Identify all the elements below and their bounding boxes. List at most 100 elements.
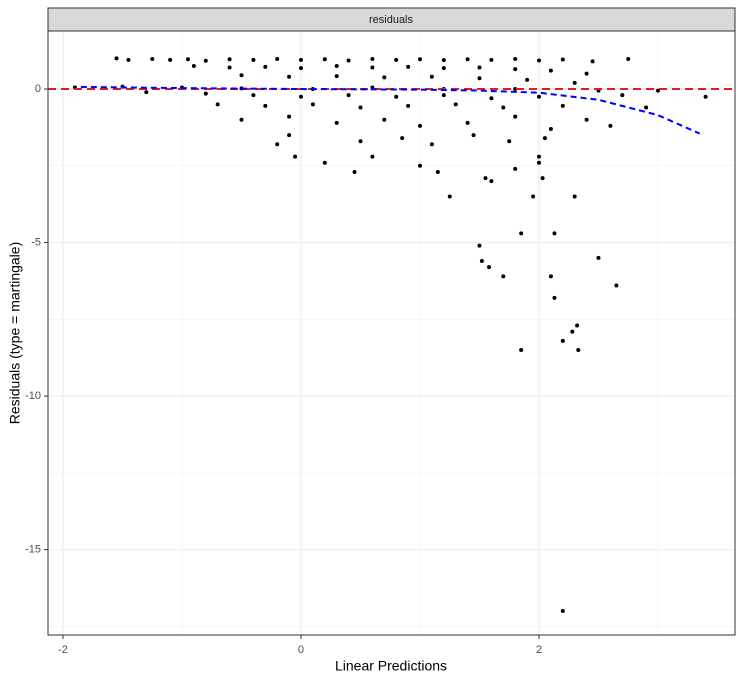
point <box>298 94 303 99</box>
point <box>489 96 494 101</box>
point <box>287 74 292 79</box>
point <box>239 73 244 78</box>
point <box>346 58 351 63</box>
point <box>287 114 292 119</box>
point <box>489 57 494 62</box>
point <box>322 160 327 165</box>
grid <box>48 31 735 635</box>
point <box>406 103 411 108</box>
point <box>703 94 708 99</box>
point <box>168 57 173 62</box>
point <box>144 90 149 95</box>
point <box>429 74 434 79</box>
point <box>293 154 298 159</box>
point <box>382 117 387 122</box>
point <box>203 91 208 96</box>
point <box>584 117 589 122</box>
point <box>584 71 589 76</box>
point <box>429 142 434 147</box>
point <box>507 139 512 144</box>
point <box>479 258 484 263</box>
point <box>596 255 601 260</box>
point <box>477 65 482 70</box>
point <box>263 64 268 69</box>
point <box>513 67 518 72</box>
point <box>483 176 488 181</box>
point <box>572 194 577 199</box>
point <box>572 80 577 85</box>
point <box>435 169 440 174</box>
y-axis-title: Residuals (type = martingale) <box>7 242 23 424</box>
x-axis-title: Linear Predictions <box>335 658 447 674</box>
point <box>620 93 625 98</box>
point <box>441 58 446 63</box>
point <box>489 179 494 184</box>
point <box>477 76 482 81</box>
x-tick-label: -2 <box>58 644 68 656</box>
point <box>370 65 375 70</box>
point <box>418 57 423 62</box>
y-tick-label: -5 <box>31 236 41 248</box>
y-tick-label: 0 <box>35 83 41 95</box>
point <box>614 283 619 288</box>
point <box>382 75 387 80</box>
point <box>352 169 357 174</box>
point <box>552 231 557 236</box>
point <box>576 348 581 353</box>
point <box>531 194 536 199</box>
point <box>570 329 575 334</box>
point <box>358 105 363 110</box>
point <box>548 274 553 279</box>
point <box>358 139 363 144</box>
point <box>298 66 303 71</box>
point <box>552 295 557 300</box>
point <box>334 64 339 69</box>
point <box>542 136 547 141</box>
point <box>418 163 423 168</box>
point <box>548 68 553 73</box>
point <box>560 103 565 108</box>
point <box>310 102 315 107</box>
x-tick-label: 0 <box>298 644 304 656</box>
point <box>513 166 518 171</box>
strip-label: residuals <box>369 14 414 26</box>
point <box>215 102 220 107</box>
point <box>519 348 524 353</box>
point <box>465 57 470 62</box>
point <box>471 133 476 138</box>
point <box>513 114 518 119</box>
plot-area <box>48 56 735 614</box>
point <box>477 243 482 248</box>
point <box>537 58 542 63</box>
point <box>251 93 256 98</box>
point <box>114 56 119 61</box>
point <box>537 154 542 159</box>
point <box>575 323 580 328</box>
point <box>537 94 542 99</box>
point <box>453 102 458 107</box>
point <box>126 57 131 62</box>
point <box>560 338 565 343</box>
point <box>334 74 339 79</box>
point <box>191 64 196 69</box>
panel-border <box>47 30 736 636</box>
point <box>239 117 244 122</box>
point <box>447 194 452 199</box>
point <box>644 105 649 110</box>
point <box>560 57 565 62</box>
point <box>263 103 268 108</box>
point <box>540 176 545 181</box>
point <box>519 231 524 236</box>
x-tick-label: 2 <box>536 644 542 656</box>
point <box>370 56 375 61</box>
point <box>400 136 405 141</box>
smooth-line <box>80 85 701 135</box>
point <box>275 142 280 147</box>
point <box>441 93 446 98</box>
point <box>370 154 375 159</box>
point <box>501 274 506 279</box>
point <box>418 123 423 128</box>
y-tick-label: -15 <box>25 544 41 556</box>
point <box>185 57 190 62</box>
